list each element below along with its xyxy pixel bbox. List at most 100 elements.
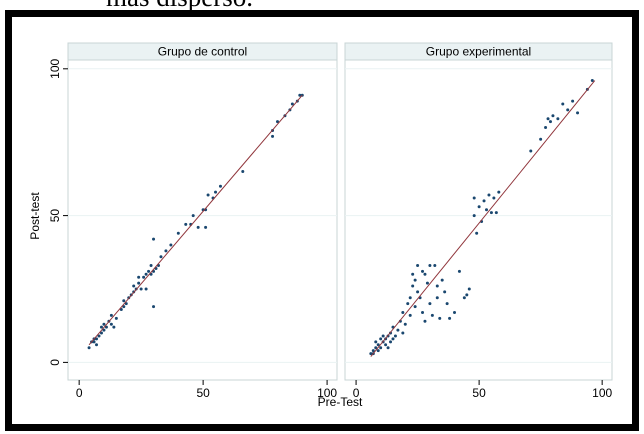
point	[87, 346, 91, 350]
point	[475, 231, 479, 235]
point	[147, 269, 151, 273]
point	[144, 287, 148, 291]
point	[204, 225, 208, 229]
point	[109, 322, 113, 326]
point	[401, 331, 405, 335]
point	[489, 211, 493, 215]
point	[566, 108, 570, 112]
point	[430, 313, 434, 317]
point	[144, 272, 148, 276]
point	[95, 337, 99, 341]
point	[435, 296, 439, 300]
point	[169, 243, 173, 247]
point	[386, 346, 390, 350]
point	[408, 296, 412, 300]
point	[371, 349, 375, 353]
point	[482, 199, 486, 203]
point	[457, 269, 461, 273]
point	[423, 319, 427, 323]
point	[137, 275, 141, 279]
point	[433, 264, 437, 268]
y-tick-label: 100	[48, 58, 62, 78]
point	[391, 337, 395, 341]
point	[104, 325, 108, 329]
x-tick-label: 100	[592, 386, 612, 400]
point	[428, 302, 432, 306]
point	[453, 310, 457, 314]
point	[487, 193, 491, 197]
point	[142, 275, 146, 279]
point	[122, 299, 126, 303]
point	[271, 134, 275, 138]
point	[551, 114, 555, 118]
point	[102, 328, 106, 332]
point	[369, 352, 373, 356]
plot-area	[67, 59, 338, 381]
point	[384, 343, 388, 347]
point	[374, 340, 378, 344]
y-tick-label: 50	[48, 209, 62, 223]
y-axis-label: Post-test	[28, 192, 42, 240]
point	[109, 313, 113, 317]
point	[152, 237, 156, 241]
point	[119, 308, 123, 312]
x-axis-label: Pre-Test	[318, 395, 363, 409]
point	[379, 346, 383, 350]
point	[401, 310, 405, 314]
point	[389, 340, 393, 344]
point	[556, 117, 560, 121]
caption: más disperso.	[106, 0, 253, 12]
x-tick-label: 0	[76, 386, 83, 400]
point	[275, 120, 279, 124]
point	[99, 331, 103, 335]
point	[132, 284, 136, 288]
point	[122, 305, 126, 309]
point	[477, 205, 481, 209]
point	[379, 337, 383, 341]
point	[413, 278, 417, 282]
point	[548, 120, 552, 124]
point	[376, 343, 380, 347]
point	[467, 287, 471, 291]
point	[421, 269, 425, 273]
point	[218, 184, 222, 188]
point	[421, 310, 425, 314]
point	[435, 284, 439, 288]
point	[196, 225, 200, 229]
x-tick-label: 50	[472, 386, 486, 400]
point	[114, 316, 118, 320]
point	[184, 222, 188, 226]
point	[99, 325, 103, 329]
point	[176, 231, 180, 235]
point	[416, 290, 420, 294]
panel-title: Grupo de control	[158, 45, 247, 59]
point	[443, 290, 447, 294]
point	[448, 316, 452, 320]
point	[97, 334, 101, 338]
point	[374, 346, 378, 350]
point	[494, 211, 498, 215]
point	[137, 281, 141, 285]
point	[403, 322, 407, 326]
point	[164, 249, 168, 253]
point	[472, 214, 476, 218]
point	[425, 281, 429, 285]
point	[428, 264, 432, 268]
point	[413, 305, 417, 309]
point	[462, 296, 466, 300]
point	[406, 302, 410, 306]
point	[539, 137, 543, 141]
point	[590, 79, 594, 83]
point	[438, 316, 442, 320]
point	[298, 93, 302, 97]
point	[408, 313, 412, 317]
panel-title: Grupo experimental	[426, 45, 531, 59]
point	[191, 214, 195, 218]
point	[492, 196, 496, 200]
point	[472, 196, 476, 200]
point	[440, 278, 444, 282]
point	[290, 102, 294, 106]
point	[206, 193, 210, 197]
point	[529, 149, 533, 153]
